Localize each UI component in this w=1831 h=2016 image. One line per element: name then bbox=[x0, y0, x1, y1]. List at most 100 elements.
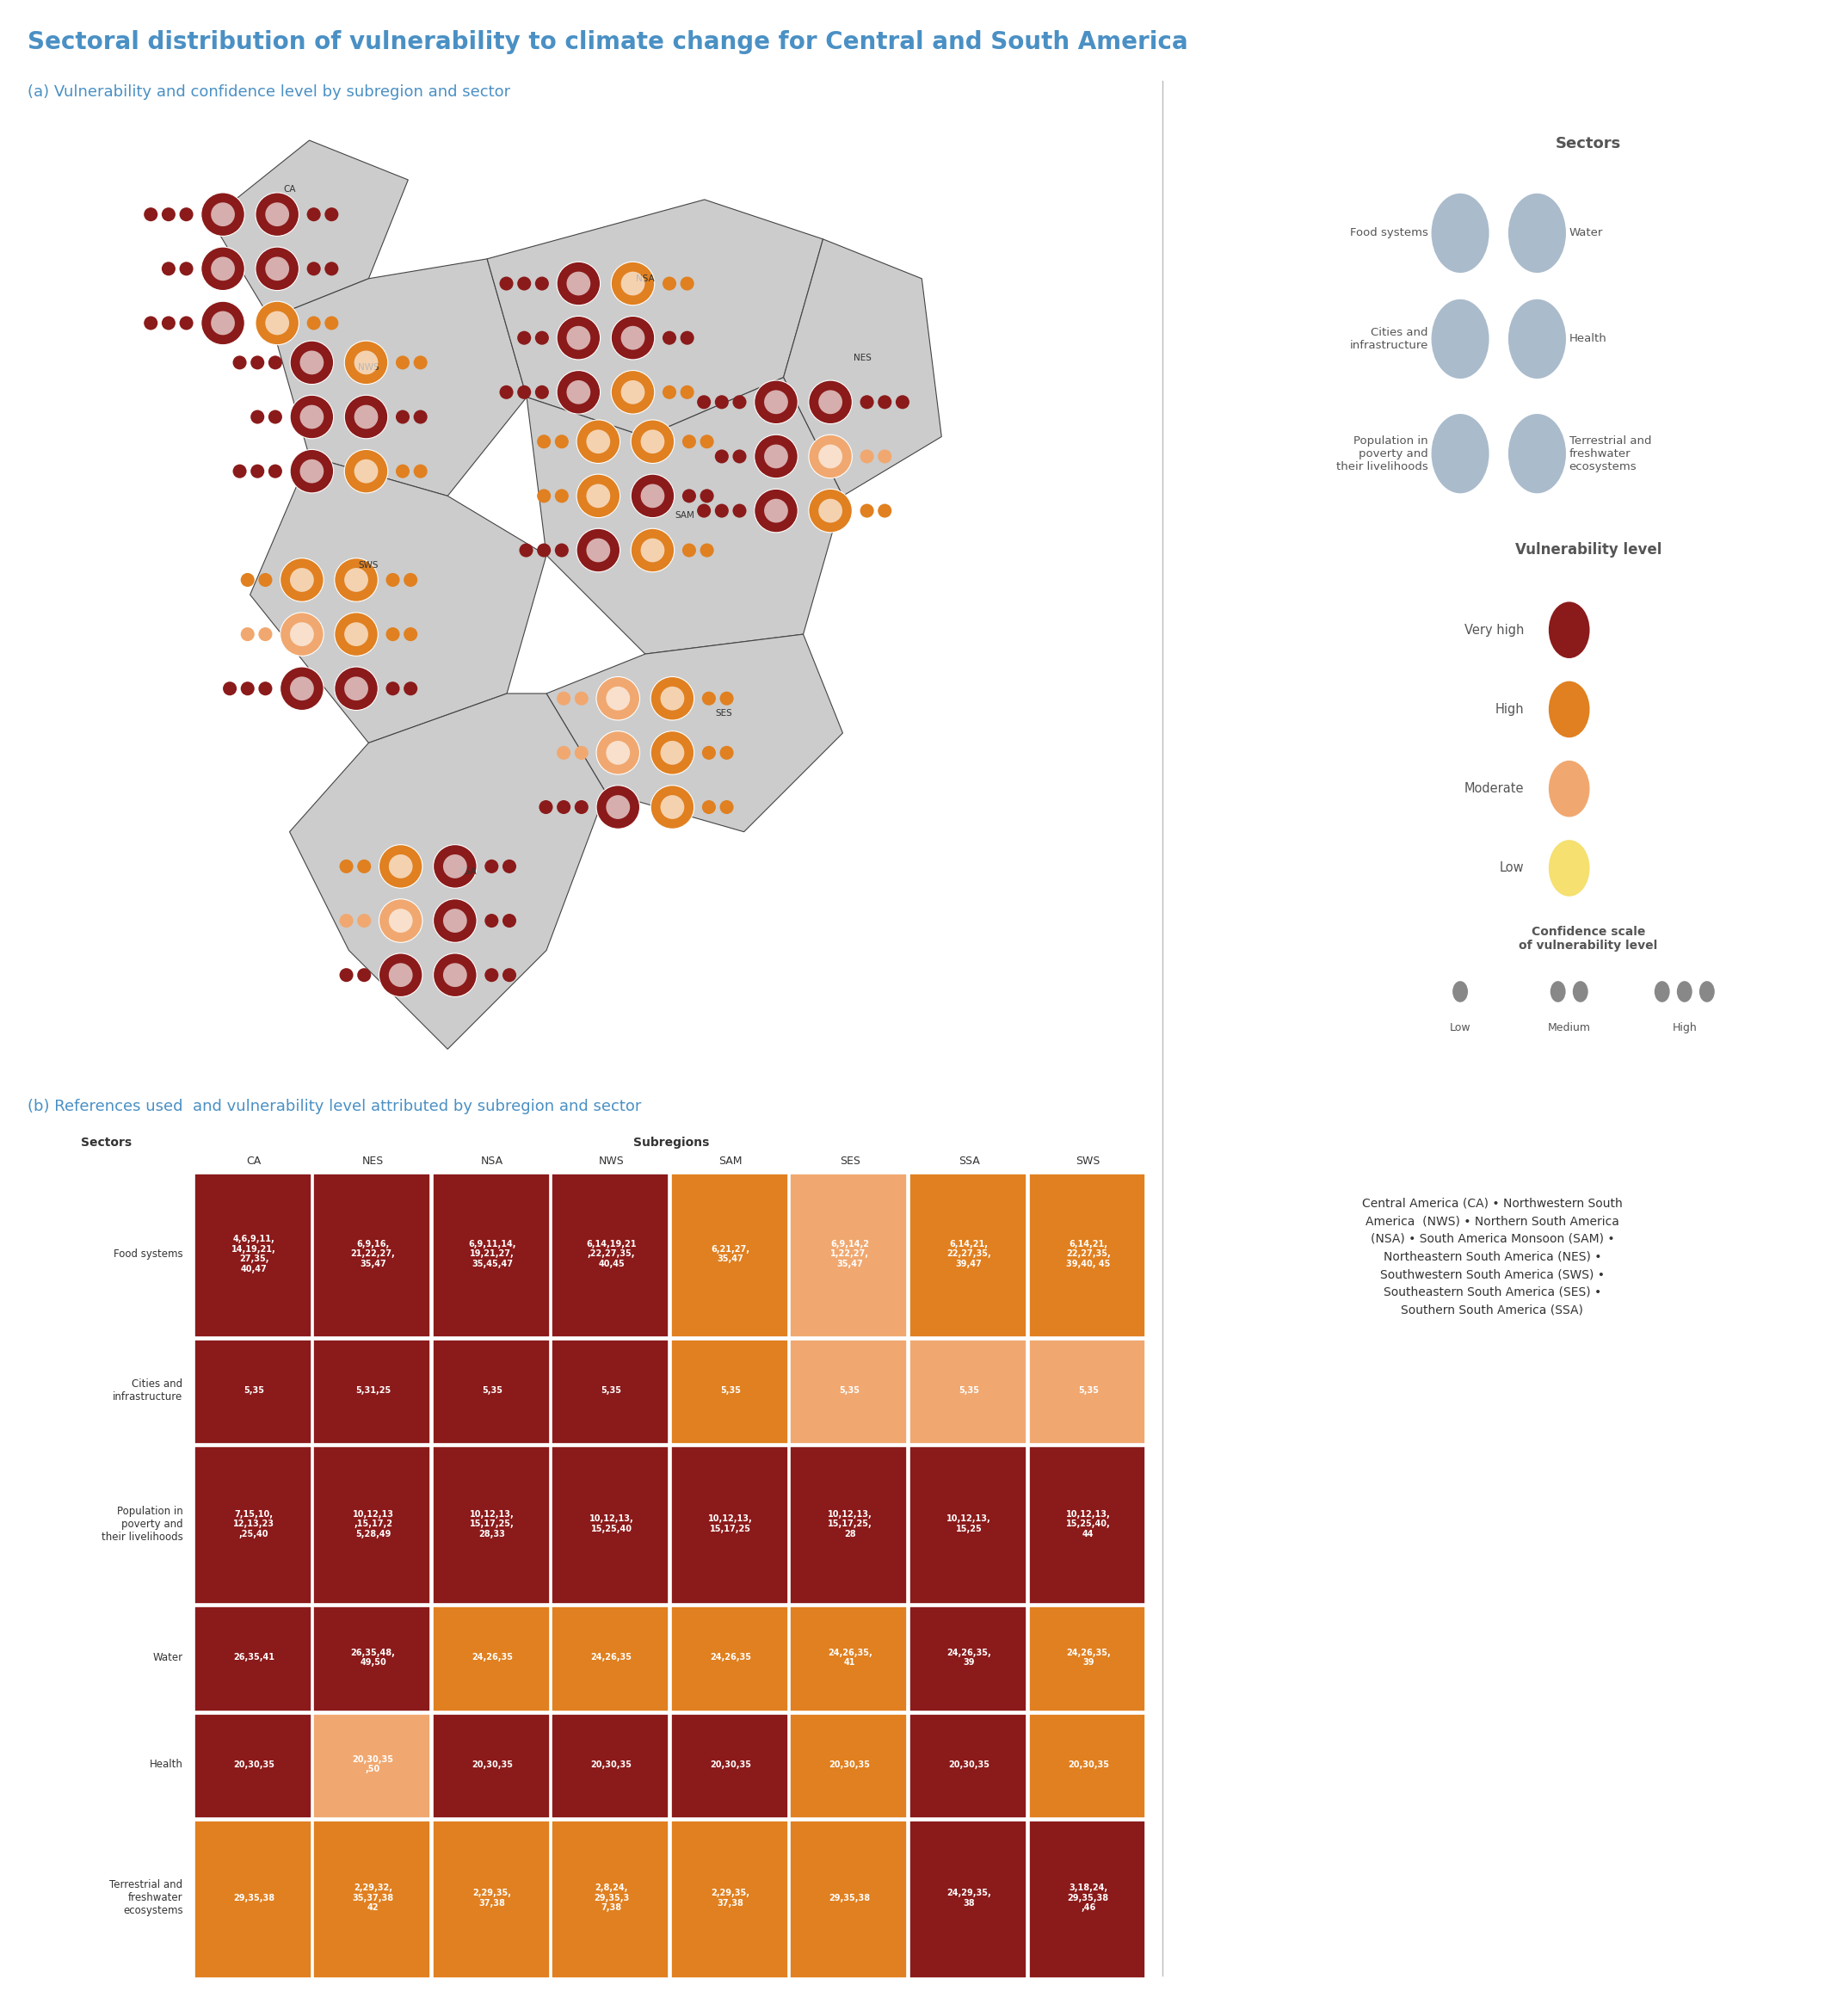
Circle shape bbox=[701, 800, 716, 814]
Text: CA: CA bbox=[284, 185, 297, 194]
Polygon shape bbox=[546, 635, 842, 833]
Circle shape bbox=[485, 859, 498, 873]
Text: Medium: Medium bbox=[1547, 1022, 1591, 1034]
Circle shape bbox=[240, 573, 255, 587]
Circle shape bbox=[557, 800, 571, 814]
Bar bbox=[670, 1607, 787, 1712]
Text: Central America (CA) • Northwestern South
America  (NWS) • Northern South Americ: Central America (CA) • Northwestern Sout… bbox=[1362, 1198, 1622, 1316]
Circle shape bbox=[632, 528, 674, 573]
Circle shape bbox=[714, 450, 729, 464]
Bar bbox=[670, 1447, 787, 1605]
Text: 20,30,35: 20,30,35 bbox=[829, 1760, 870, 1768]
Circle shape bbox=[681, 385, 694, 399]
Circle shape bbox=[211, 256, 234, 280]
Text: Water: Water bbox=[1569, 228, 1604, 238]
Text: SAM: SAM bbox=[676, 512, 694, 520]
Circle shape bbox=[357, 859, 372, 873]
Circle shape bbox=[256, 194, 298, 236]
Text: 6,14,19,21
,22,27,35,
40,45: 6,14,19,21 ,22,27,35, 40,45 bbox=[586, 1240, 637, 1268]
Bar bbox=[551, 1714, 668, 1818]
Circle shape bbox=[701, 691, 716, 706]
Circle shape bbox=[681, 276, 694, 290]
Circle shape bbox=[161, 317, 176, 331]
Bar bbox=[670, 1341, 787, 1443]
Circle shape bbox=[324, 317, 339, 331]
Circle shape bbox=[720, 800, 734, 814]
Circle shape bbox=[414, 355, 427, 369]
Text: 10,12,13,
15,25,40: 10,12,13, 15,25,40 bbox=[590, 1514, 634, 1534]
Bar bbox=[432, 1607, 549, 1712]
Text: CA: CA bbox=[247, 1155, 262, 1167]
Text: 20,30,35: 20,30,35 bbox=[591, 1760, 632, 1768]
Circle shape bbox=[754, 381, 798, 423]
Text: Confidence scale
of vulnerability level: Confidence scale of vulnerability level bbox=[1520, 925, 1657, 952]
Bar bbox=[910, 1173, 1027, 1337]
Circle shape bbox=[518, 331, 531, 345]
Text: SWS: SWS bbox=[1077, 1155, 1100, 1167]
Text: 10,12,13,
15,25,40,
44: 10,12,13, 15,25,40, 44 bbox=[1066, 1510, 1111, 1538]
Bar bbox=[432, 1447, 549, 1605]
Bar bbox=[551, 1607, 668, 1712]
Bar bbox=[1029, 1820, 1146, 1978]
Circle shape bbox=[300, 351, 324, 375]
Text: Sectoral distribution of vulnerability to climate change for Central and South A: Sectoral distribution of vulnerability t… bbox=[27, 30, 1188, 54]
Circle shape bbox=[251, 355, 264, 369]
Circle shape bbox=[699, 435, 714, 448]
Circle shape bbox=[280, 558, 324, 601]
Circle shape bbox=[179, 208, 194, 222]
Circle shape bbox=[612, 371, 654, 413]
Circle shape bbox=[681, 331, 694, 345]
Text: 6,14,21,
22,27,35,
39,47: 6,14,21, 22,27,35, 39,47 bbox=[947, 1240, 991, 1268]
Circle shape bbox=[379, 899, 423, 941]
Circle shape bbox=[555, 490, 569, 502]
Polygon shape bbox=[487, 200, 822, 437]
Text: (b) References used  and vulnerability level attributed by subregion and sector: (b) References used and vulnerability le… bbox=[27, 1099, 641, 1115]
Circle shape bbox=[641, 538, 665, 562]
Circle shape bbox=[809, 490, 851, 532]
Bar bbox=[194, 1607, 311, 1712]
Circle shape bbox=[269, 464, 282, 478]
Circle shape bbox=[145, 317, 157, 331]
Circle shape bbox=[764, 498, 787, 522]
Text: 7,15,10,
12,13,23
,25,40: 7,15,10, 12,13,23 ,25,40 bbox=[233, 1510, 275, 1538]
Circle shape bbox=[258, 627, 273, 641]
Circle shape bbox=[557, 371, 601, 413]
Circle shape bbox=[211, 202, 234, 226]
Circle shape bbox=[485, 913, 498, 927]
Circle shape bbox=[612, 262, 654, 304]
Circle shape bbox=[557, 262, 601, 304]
Bar bbox=[791, 1173, 906, 1337]
Circle shape bbox=[586, 429, 610, 454]
Circle shape bbox=[764, 391, 787, 413]
Circle shape bbox=[754, 435, 798, 478]
Text: 5,35: 5,35 bbox=[959, 1387, 980, 1395]
Circle shape bbox=[308, 262, 320, 276]
Circle shape bbox=[502, 913, 516, 927]
Circle shape bbox=[1549, 841, 1589, 897]
Text: Sectors: Sectors bbox=[1556, 137, 1620, 151]
Circle shape bbox=[586, 538, 610, 562]
Circle shape bbox=[161, 262, 176, 276]
Circle shape bbox=[818, 498, 842, 522]
Circle shape bbox=[535, 276, 549, 290]
Bar bbox=[551, 1173, 668, 1337]
Circle shape bbox=[395, 464, 410, 478]
Text: NWS: NWS bbox=[359, 363, 379, 371]
Text: (a) Vulnerability and confidence level by subregion and sector: (a) Vulnerability and confidence level b… bbox=[27, 85, 511, 101]
Text: 5,35: 5,35 bbox=[1078, 1387, 1099, 1395]
Circle shape bbox=[179, 317, 194, 331]
Circle shape bbox=[357, 968, 372, 982]
Circle shape bbox=[500, 276, 513, 290]
Text: NES: NES bbox=[853, 353, 872, 363]
Circle shape bbox=[538, 800, 553, 814]
Text: 24,26,35: 24,26,35 bbox=[591, 1653, 632, 1661]
Text: High: High bbox=[1496, 704, 1523, 716]
Text: NSA: NSA bbox=[635, 274, 654, 282]
Circle shape bbox=[683, 435, 696, 448]
Bar bbox=[670, 1820, 787, 1978]
Text: Cities and
infrastructure: Cities and infrastructure bbox=[1349, 327, 1428, 351]
Circle shape bbox=[818, 444, 842, 468]
Circle shape bbox=[535, 331, 549, 345]
Circle shape bbox=[895, 395, 910, 409]
Text: NES: NES bbox=[363, 1155, 385, 1167]
